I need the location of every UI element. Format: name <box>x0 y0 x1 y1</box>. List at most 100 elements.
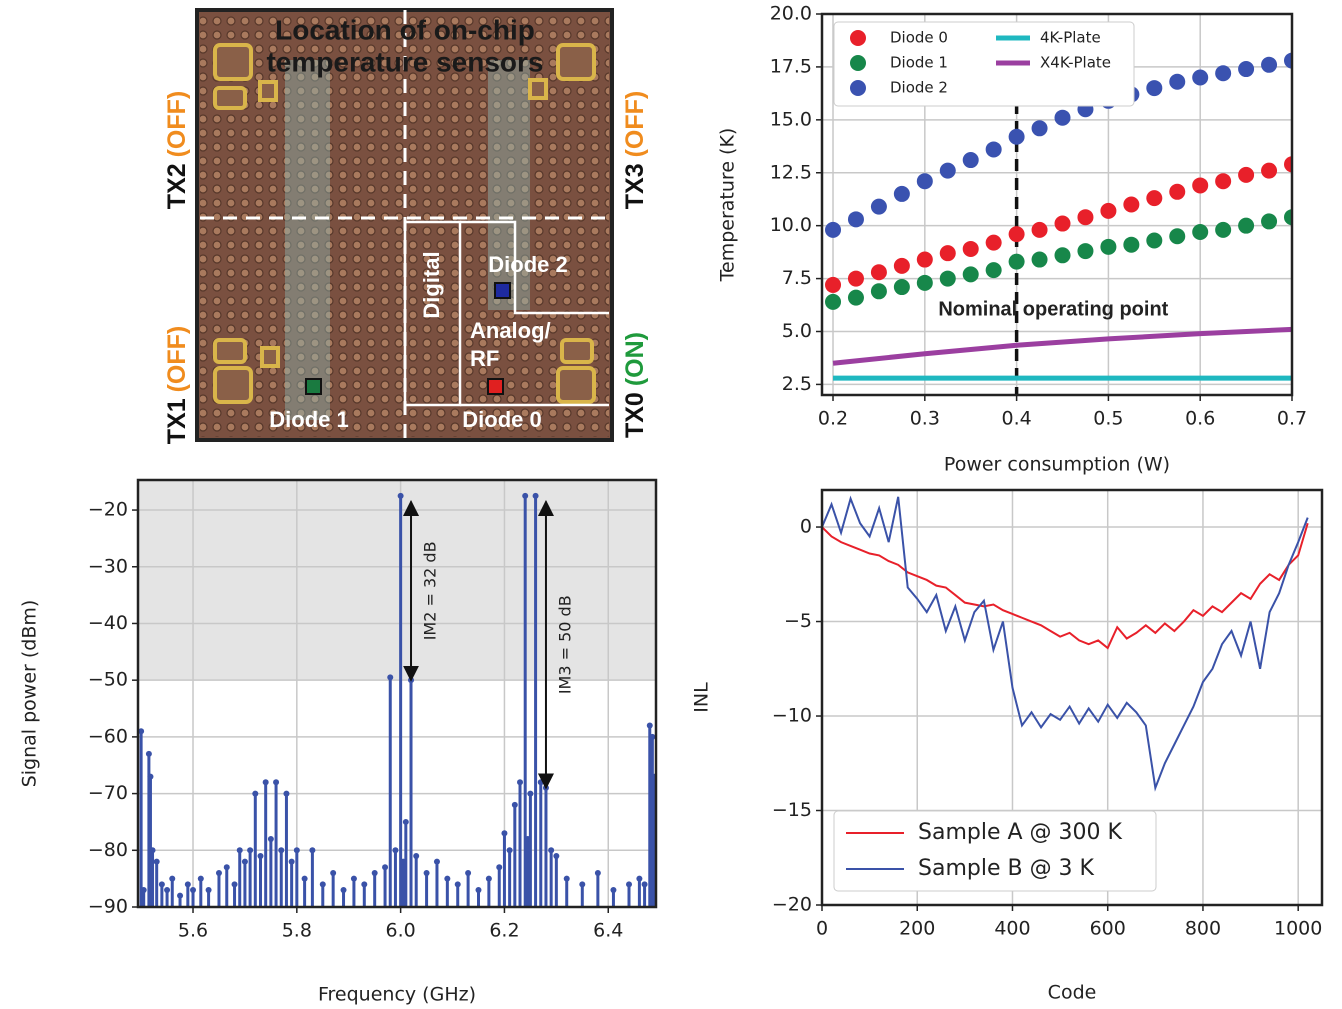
stem-marker <box>475 886 482 893</box>
x-tick-label: 200 <box>899 918 935 940</box>
data-point <box>893 257 910 274</box>
stem-marker <box>548 847 555 854</box>
data-point <box>985 234 1002 251</box>
data-point <box>1169 183 1186 200</box>
series-line <box>822 495 1309 792</box>
data-point <box>1100 202 1117 219</box>
stem-marker <box>288 858 295 865</box>
data-point <box>962 152 979 169</box>
stem-marker <box>387 674 394 681</box>
stem-marker <box>145 750 152 757</box>
tx-label: TX3 (OFF) <box>621 91 649 210</box>
stem-marker <box>371 869 378 876</box>
y-tick-label: −10 <box>772 705 812 727</box>
data-point <box>962 266 979 283</box>
data-point <box>985 262 1002 279</box>
tx-state: (OFF) <box>163 91 191 158</box>
tx-state: (OFF) <box>621 91 649 158</box>
stem-marker <box>283 790 290 797</box>
stem-marker <box>138 728 145 735</box>
stem-marker <box>563 875 570 882</box>
stem-marker <box>433 858 440 865</box>
chip-photo: Location of on-chip temperature sensors … <box>163 8 649 445</box>
data-point <box>1054 109 1071 126</box>
x-tick-label: 400 <box>994 918 1030 940</box>
data-point <box>1123 196 1140 213</box>
data-point <box>1215 65 1232 82</box>
plot-area <box>822 495 1309 792</box>
stem-marker <box>641 881 648 888</box>
legend-label: Sample A @ 300 K <box>918 820 1123 845</box>
stem-marker <box>636 875 643 882</box>
y-tick-label: −40 <box>88 612 128 634</box>
x-tick-label: 5.8 <box>282 920 312 942</box>
stem-marker <box>485 875 492 882</box>
data-point <box>1215 173 1232 190</box>
data-point <box>870 283 887 300</box>
diode-label: Diode 1 <box>269 407 348 432</box>
stem-marker <box>267 835 274 842</box>
plot-area <box>825 52 1292 395</box>
stem-marker <box>241 858 248 865</box>
stem-marker <box>537 779 544 786</box>
x-tick-label: 0.4 <box>1002 408 1032 430</box>
series-line <box>832 326 1292 366</box>
axes-frame <box>820 12 1294 397</box>
data-point <box>1192 224 1209 241</box>
diode-label: Diode 0 <box>462 407 541 432</box>
diode-label: Diode 2 <box>488 252 567 277</box>
stem-marker <box>252 790 259 797</box>
data-point <box>1169 228 1186 245</box>
x-tick-label: 0.2 <box>818 408 848 430</box>
data-point <box>1146 232 1163 249</box>
stem-marker <box>197 875 204 882</box>
data-point <box>939 162 956 179</box>
data-point <box>870 264 887 281</box>
stem-marker <box>301 875 308 882</box>
region-label: Analog/ <box>470 318 551 343</box>
tx-label: TX0 (ON) <box>621 332 649 438</box>
stem-marker <box>649 733 656 740</box>
data-point <box>1146 80 1163 97</box>
stem-marker <box>350 875 357 882</box>
data-point <box>1192 177 1209 194</box>
stem-marker <box>496 864 503 871</box>
x-tick-label: 5.6 <box>178 920 208 942</box>
stem-marker <box>501 830 508 837</box>
legend-label: X4K-Plate <box>1040 54 1111 72</box>
data-point <box>1261 162 1278 179</box>
tx-state: (ON) <box>621 332 649 386</box>
y-tick-label: 20.0 <box>770 3 812 25</box>
stem-marker <box>223 864 230 871</box>
axes-frame <box>820 488 1324 907</box>
data-point <box>1054 215 1071 232</box>
data-point <box>847 211 864 228</box>
stem-marker <box>392 847 399 854</box>
stem-marker <box>402 818 409 825</box>
stem-marker <box>444 875 451 882</box>
data-point <box>1031 251 1048 268</box>
legend-label: 4K-Plate <box>1040 29 1101 47</box>
data-point <box>847 270 864 287</box>
stem-marker <box>522 492 529 499</box>
data-point <box>1100 238 1117 255</box>
tx-label: TX1 (OFF) <box>163 326 191 445</box>
y-tick-label: −15 <box>772 799 812 821</box>
stem-marker <box>330 869 337 876</box>
x-axis-label: Code <box>1048 982 1097 1004</box>
annotation: IM2 = 32 dB <box>421 541 440 640</box>
legend-swatch <box>850 80 866 96</box>
legend-box <box>833 21 1135 107</box>
series-line <box>822 522 1309 650</box>
stem-marker <box>361 881 368 888</box>
data-point <box>1146 190 1163 207</box>
data-point <box>893 279 910 296</box>
stem-marker <box>340 886 347 893</box>
data-point <box>1238 217 1255 234</box>
photo-title: temperature sensors <box>266 46 543 77</box>
x-tick-label: 6.2 <box>489 920 519 942</box>
stem-marker <box>278 847 285 854</box>
data-point <box>1031 120 1048 137</box>
stem-marker <box>517 779 524 786</box>
